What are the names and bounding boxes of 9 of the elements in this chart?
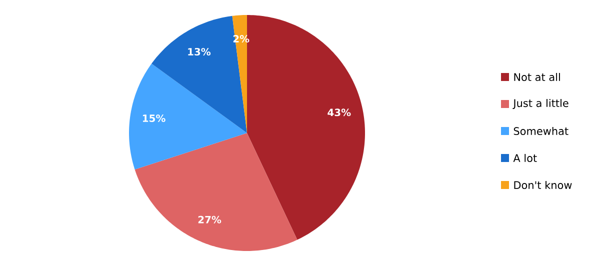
legend-label: A lot [513,154,537,162]
legend-label: Somewhat [514,126,568,136]
data-label: 13% [188,48,211,56]
data-label: 43% [328,108,351,116]
data-label: 15% [142,114,166,122]
legend-label: Don't know [514,180,572,190]
legend-label: Just a little [512,98,568,110]
legend-label: Not at all [514,72,560,82]
data-label: 27% [198,216,222,224]
